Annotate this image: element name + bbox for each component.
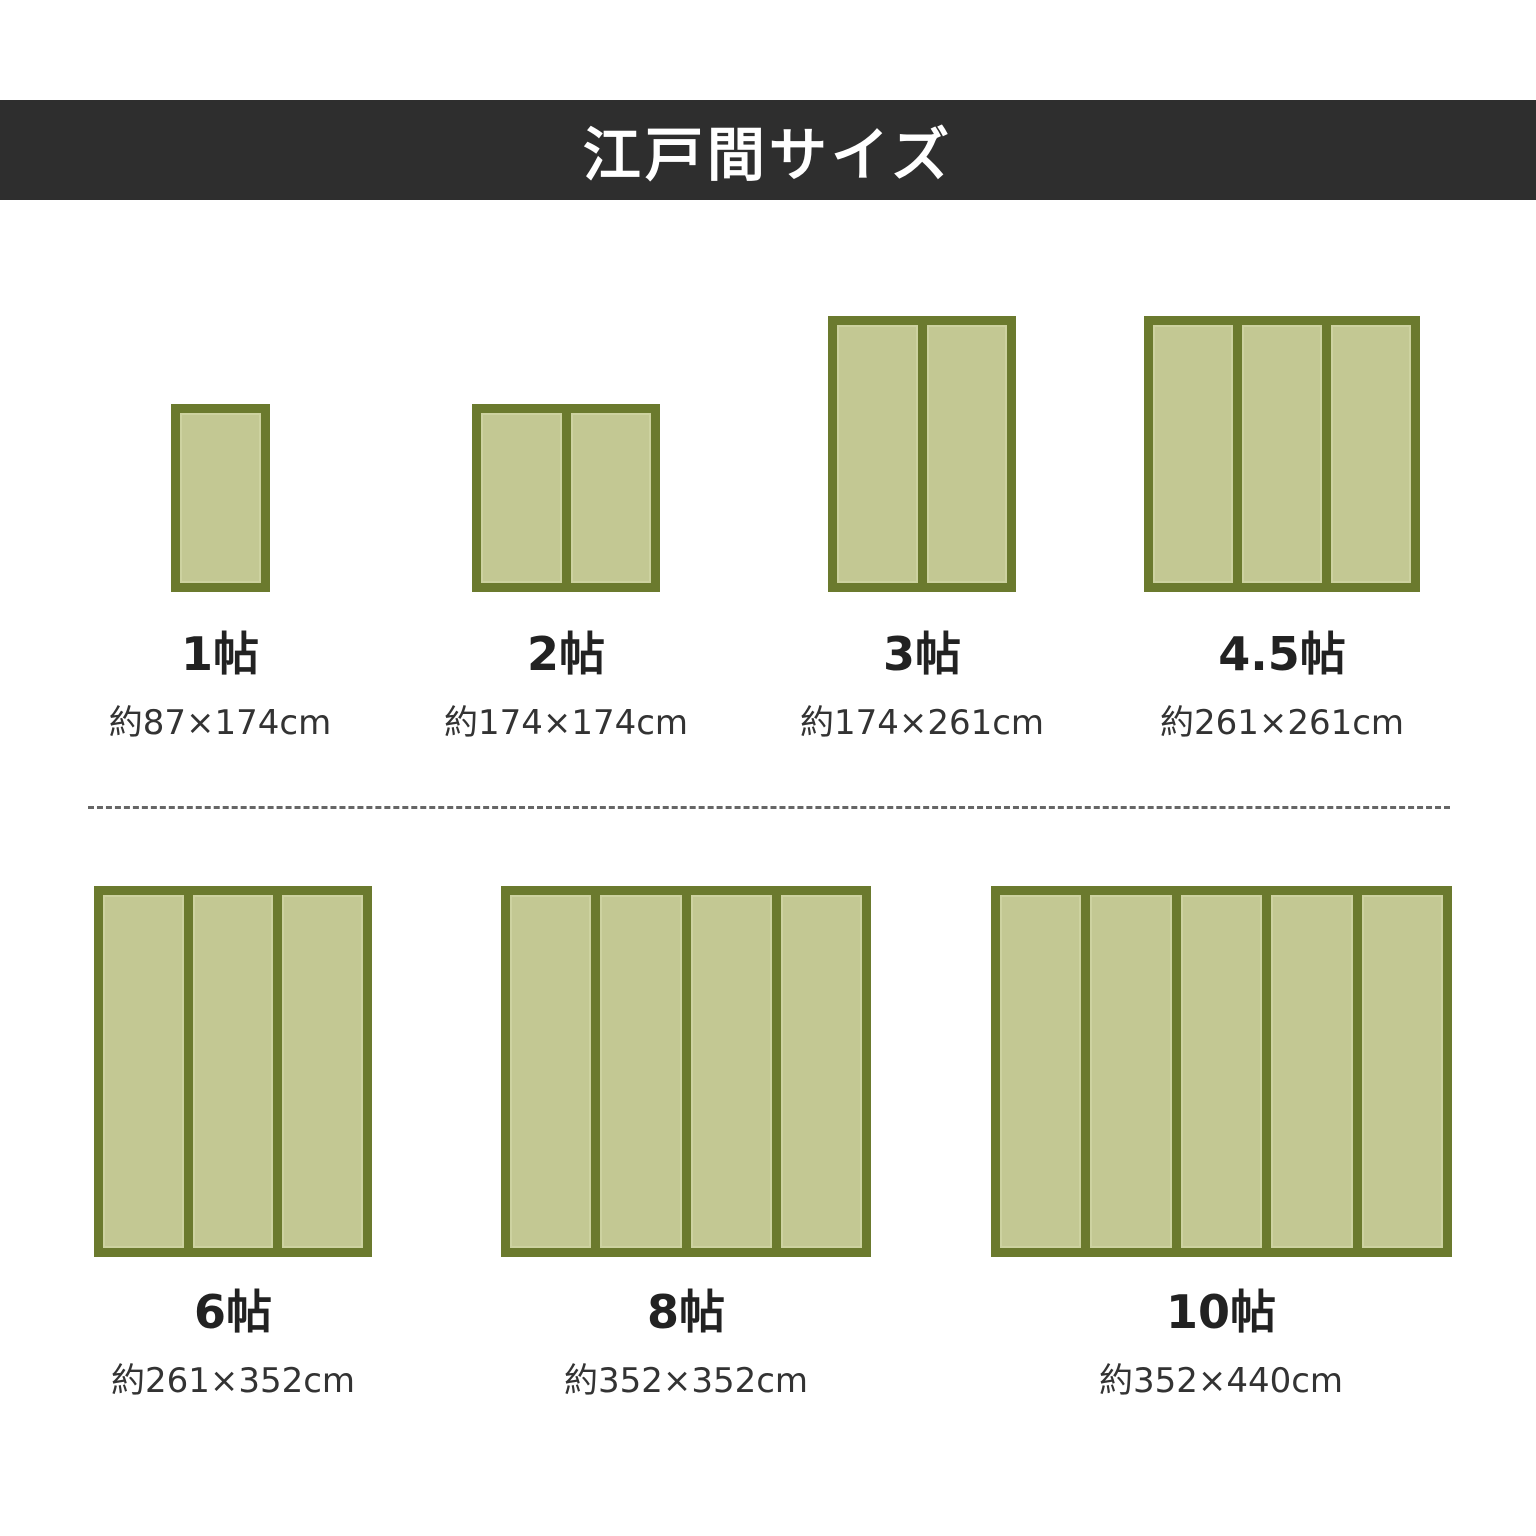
dashed-divider — [88, 806, 1450, 809]
tatami-panel — [926, 325, 1007, 583]
tatami-panel — [600, 895, 682, 1248]
tatami-panel — [192, 895, 274, 1248]
tatami-panel — [510, 895, 592, 1248]
tatami-panel — [1000, 895, 1082, 1248]
tatami-panel — [180, 413, 261, 583]
tatami-panel — [837, 325, 918, 583]
size-dimensions: 約352×352cm — [563, 1361, 809, 1401]
size-dimensions: 約174×261cm — [799, 703, 1045, 743]
size-label: 8帖 — [646, 1285, 725, 1339]
tatami-panel — [570, 413, 651, 583]
tatami-mat-layout — [171, 404, 270, 592]
tatami-panel — [690, 895, 772, 1248]
tatami-panel — [780, 895, 862, 1248]
header-bar: 江戸間サイズ — [0, 100, 1536, 200]
tatami-mat-layout — [472, 404, 660, 592]
tatami-panel — [103, 895, 184, 1248]
size-label: 1帖 — [180, 627, 259, 681]
tatami-mat-layout — [501, 886, 871, 1257]
size-label: 10帖 — [1165, 1285, 1276, 1339]
size-dimensions: 約261×352cm — [110, 1361, 356, 1401]
tatami-mat-layout — [1144, 316, 1420, 592]
size-dimensions: 約174×174cm — [443, 703, 689, 743]
tatami-mat-layout — [94, 886, 372, 1257]
page-title: 江戸間サイズ — [582, 121, 954, 189]
tatami-panel — [1242, 325, 1322, 583]
tatami-panel — [282, 895, 364, 1248]
tatami-mat-layout — [991, 886, 1452, 1257]
tatami-panel — [1331, 325, 1411, 583]
tatami-panel — [481, 413, 562, 583]
size-dimensions: 約87×174cm — [108, 703, 332, 743]
size-dimensions: 約352×440cm — [1098, 1361, 1344, 1401]
size-label: 3帖 — [882, 627, 961, 681]
tatami-panel — [1180, 895, 1263, 1248]
tatami-mat-layout — [828, 316, 1016, 592]
tatami-panel — [1271, 895, 1353, 1248]
size-dimensions: 約261×261cm — [1159, 703, 1405, 743]
tatami-panel — [1153, 325, 1233, 583]
size-label: 2帖 — [526, 627, 605, 681]
tatami-panel — [1090, 895, 1172, 1248]
size-label: 6帖 — [193, 1285, 272, 1339]
size-label: 4.5帖 — [1218, 627, 1346, 681]
tatami-panel — [1361, 895, 1444, 1248]
